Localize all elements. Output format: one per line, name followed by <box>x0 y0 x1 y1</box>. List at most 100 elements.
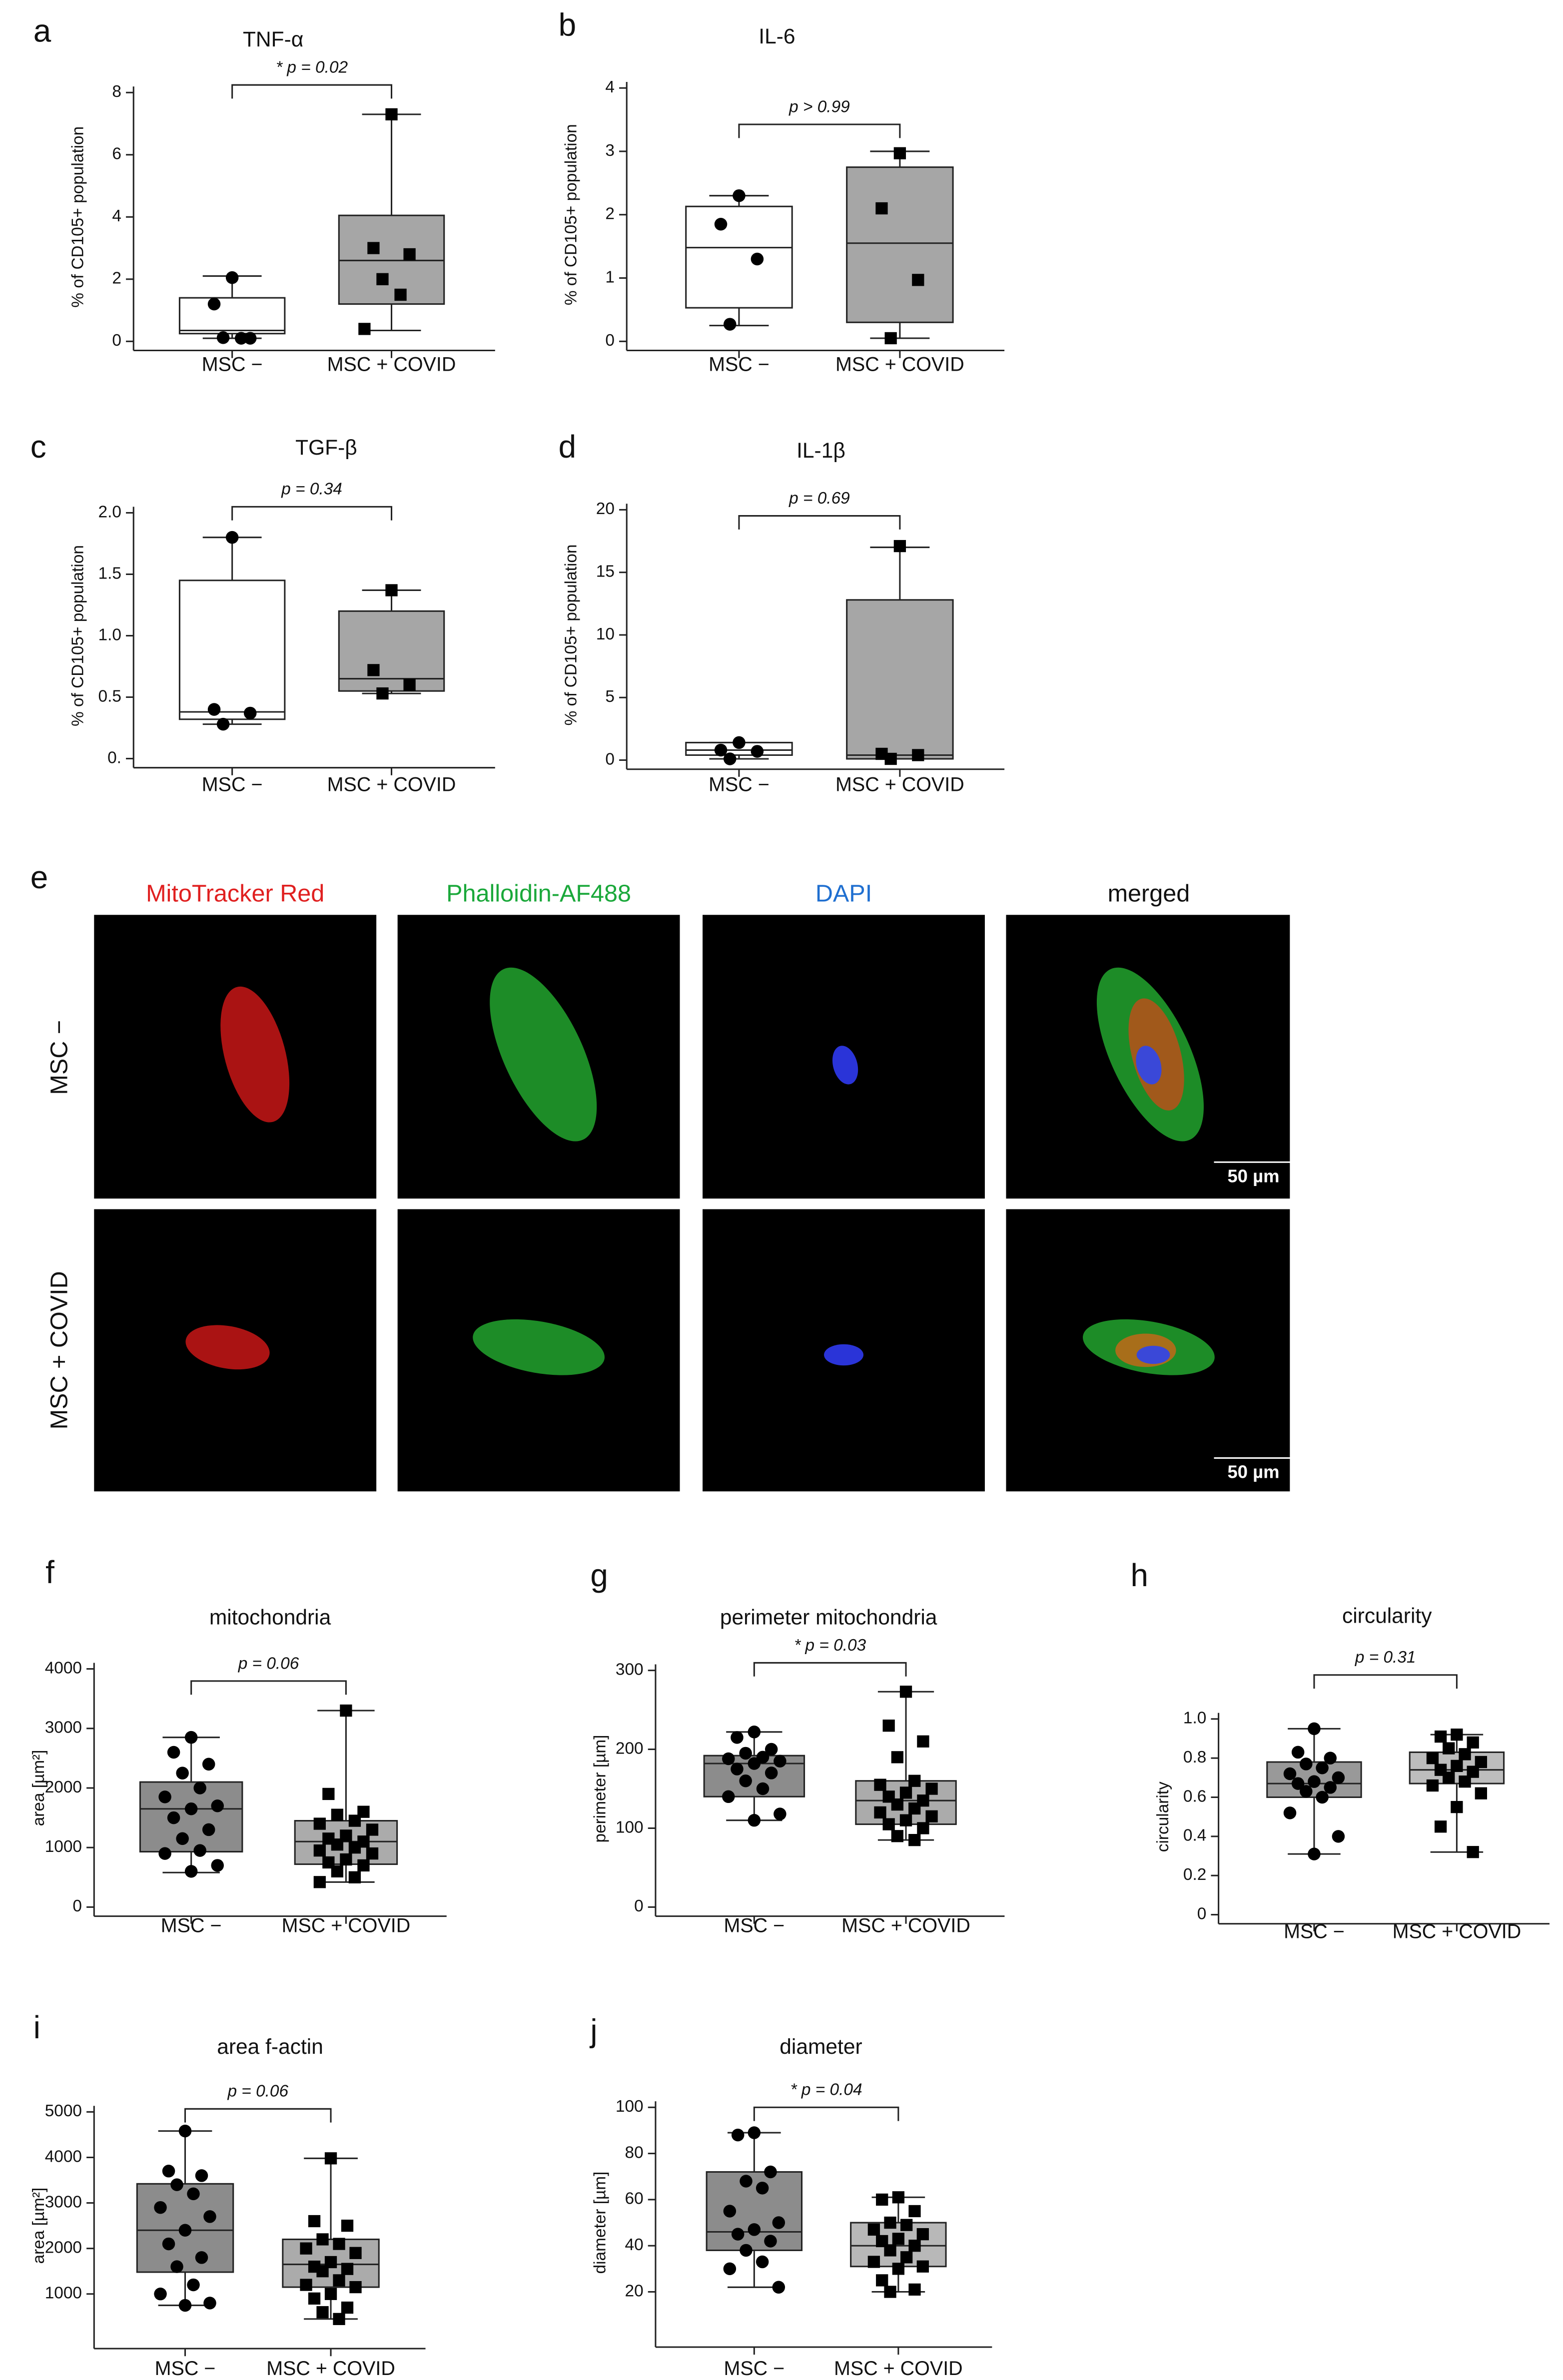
data-point <box>722 1790 735 1803</box>
significance-bracket <box>231 506 393 521</box>
box <box>178 297 286 335</box>
y-tick-label: 0.4 <box>1183 1826 1206 1845</box>
y-tick-label: 6 <box>112 145 121 163</box>
y-tick-label: 1.5 <box>98 564 121 583</box>
data-point <box>1283 1806 1297 1819</box>
y-axis-label: % of CD105+ population <box>562 124 581 305</box>
data-point <box>723 2205 737 2218</box>
data-point <box>154 2201 167 2214</box>
y-tick-label: 4000 <box>45 2147 82 2166</box>
data-point <box>891 1751 903 1764</box>
data-point <box>891 1830 903 1842</box>
data-point <box>154 2288 167 2301</box>
data-point <box>178 2124 192 2138</box>
y-tick-label: 1000 <box>45 2284 82 2303</box>
data-point <box>367 242 380 254</box>
box <box>178 580 286 720</box>
panel-letter: a <box>33 13 51 49</box>
data-point <box>225 271 239 284</box>
data-point <box>1283 1767 1297 1781</box>
data-point <box>349 2247 362 2259</box>
data-point <box>1291 1777 1305 1790</box>
x-tick-label: MSC − <box>724 2358 784 2380</box>
significance-bracket <box>753 2106 899 2121</box>
y-tick-label: 2000 <box>45 1778 82 1796</box>
column-label: DAPI <box>815 880 872 907</box>
data-point <box>733 189 746 202</box>
row-label: MSC − <box>45 1020 72 1095</box>
y-axis-label: % of CD105+ population <box>69 126 87 308</box>
y-tick-label: 3000 <box>45 2193 82 2211</box>
data-point <box>316 2265 329 2278</box>
data-point <box>403 248 416 261</box>
box-panel: h circularity circularity 0 0.2 0.4 0.6 0.8 1.0 M… <box>1130 1557 1550 1942</box>
y-tick-label: 0 <box>605 331 615 350</box>
chart-title: area f-actin <box>217 2035 323 2059</box>
data-point <box>925 1810 938 1822</box>
y-tick-label: 0 <box>605 750 615 768</box>
panel-letter: c <box>30 429 46 465</box>
significance-bracket <box>1313 1674 1458 1689</box>
y-tick-label: 60 <box>625 2190 644 2208</box>
data-point <box>1434 1730 1447 1743</box>
chart-title: IL-6 <box>759 25 795 48</box>
data-point <box>731 2128 745 2142</box>
data-point <box>167 1746 180 1759</box>
data-point <box>751 252 764 266</box>
data-point <box>333 2313 345 2326</box>
data-point <box>1451 1800 1463 1813</box>
data-point <box>722 1752 735 1766</box>
box-panel: f mitochondria area [µm²] 0 1000 2000 3000 4000… <box>29 1554 447 1936</box>
data-point <box>308 2292 321 2305</box>
data-point <box>740 2175 753 2188</box>
data-point <box>187 2278 200 2292</box>
y-axis-label: diameter [µm] <box>591 2172 609 2274</box>
data-point <box>764 2235 777 2248</box>
data-point <box>367 664 380 676</box>
data-point <box>899 1686 912 1698</box>
data-point <box>740 2244 753 2257</box>
data-point <box>908 1834 921 1846</box>
data-point <box>751 745 764 758</box>
data-point <box>731 1731 744 1744</box>
data-point <box>324 2152 337 2165</box>
data-point <box>1443 1742 1455 1755</box>
scale-bar-label: 50 µm <box>1227 1461 1279 1482</box>
y-tick-label: 0.6 <box>1183 1787 1206 1805</box>
annotation: p = 0.06 <box>238 1654 299 1673</box>
data-point <box>366 1823 379 1836</box>
data-point <box>176 1832 189 1845</box>
data-point <box>731 2228 745 2241</box>
data-point <box>333 2274 345 2287</box>
data-point <box>348 1841 361 1854</box>
data-point <box>331 1808 344 1821</box>
data-point <box>366 1847 379 1860</box>
y-tick-label: 0.2 <box>1183 1865 1206 1884</box>
x-tick-label: MSC + COVID <box>841 1914 970 1936</box>
chart-title: TNF-α <box>243 28 303 51</box>
data-point <box>884 2216 896 2229</box>
data-point <box>739 1774 752 1787</box>
data-point <box>884 752 897 765</box>
cell-actin <box>473 1319 605 1375</box>
data-point <box>925 1783 938 1795</box>
data-point <box>1332 1830 1345 1843</box>
data-point <box>1467 1736 1479 1749</box>
data-point <box>158 1847 171 1860</box>
data-point <box>300 2279 312 2291</box>
data-point <box>178 2299 192 2312</box>
significance-bracket <box>190 1680 347 1695</box>
annotation: p > 0.99 <box>788 97 850 116</box>
data-point <box>187 2187 200 2201</box>
data-point <box>756 2182 769 2195</box>
data-point <box>912 749 924 761</box>
data-point <box>1426 1752 1439 1765</box>
y-tick-label: 100 <box>616 1818 644 1836</box>
chart-title: perimeter mitochondria <box>720 1606 937 1630</box>
data-point <box>176 1767 189 1780</box>
y-axis-label: area [µm²] <box>29 1750 48 1826</box>
data-point <box>748 2126 761 2139</box>
data-point <box>1332 1771 1345 1785</box>
y-tick-label: 2.0 <box>98 503 121 521</box>
